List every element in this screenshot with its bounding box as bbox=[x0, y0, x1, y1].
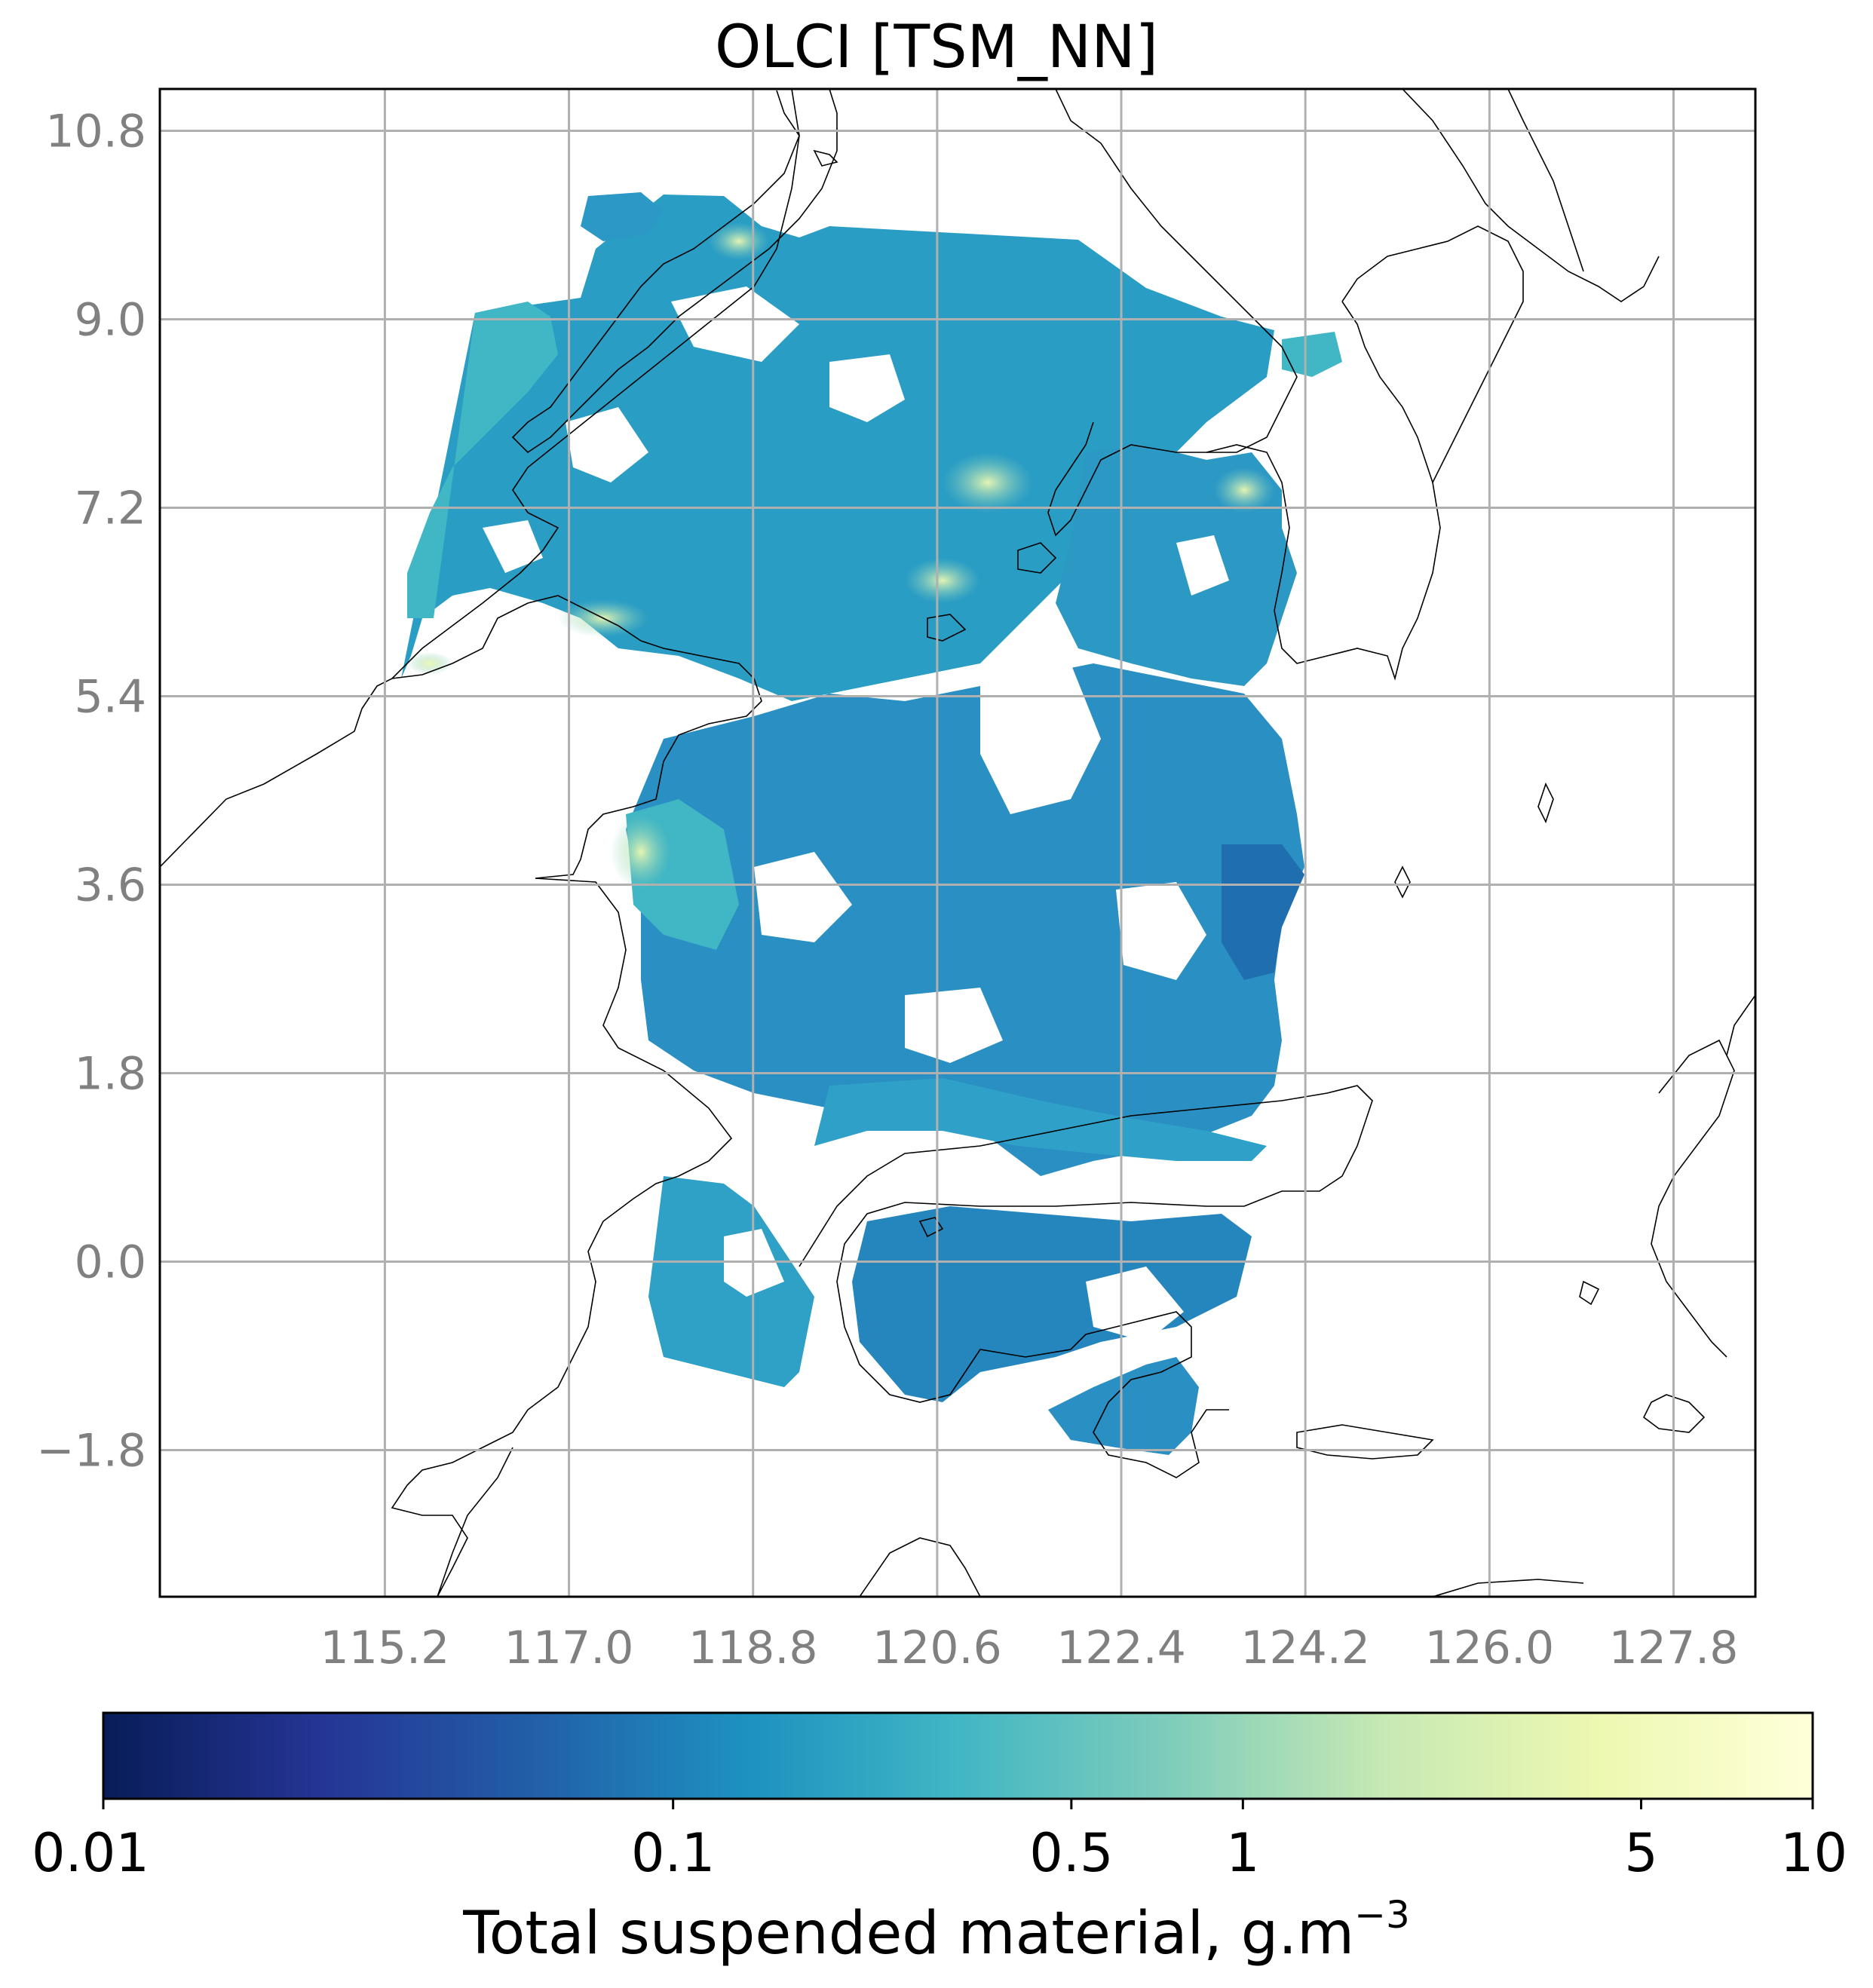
coastlines bbox=[160, 89, 1755, 1597]
x-tick-label: 117.0 bbox=[504, 1622, 634, 1674]
x-tick-label: 126.0 bbox=[1424, 1622, 1554, 1674]
colorbar-tick-label: 1 bbox=[1226, 1822, 1260, 1884]
y-tick-label: 10.8 bbox=[45, 106, 146, 158]
y-tick-label: 9.0 bbox=[75, 294, 146, 347]
x-tick-labels: 115.2 117.0 118.8 120.6 122.4 124.2 126.0 127.8 bbox=[320, 1622, 1739, 1674]
x-tick-label: 122.4 bbox=[1056, 1622, 1186, 1674]
graticule bbox=[160, 89, 1755, 1597]
colorbar-tick-label: 0.1 bbox=[631, 1822, 715, 1884]
colorbar-tick-label: 5 bbox=[1624, 1822, 1658, 1884]
y-tick-label: 7.2 bbox=[75, 482, 146, 535]
colorbar-label-text: Total suspended material, g.m bbox=[463, 1900, 1355, 1968]
colorbar-label: Total suspended material, g.m−3 bbox=[0, 1896, 1873, 1968]
cloud-gaps bbox=[483, 286, 1229, 1342]
y-tick-label: 1.8 bbox=[75, 1048, 146, 1101]
y-tick-labels: 10.8 9.0 7.2 5.4 3.6 1.8 0.0 −1.8 bbox=[36, 106, 146, 1478]
map-area[interactable] bbox=[160, 89, 1755, 1597]
x-tick-label: 127.8 bbox=[1609, 1622, 1739, 1674]
tsm-data-layer bbox=[401, 192, 1342, 1455]
colorbar-label-exponent: −3 bbox=[1354, 1893, 1410, 1937]
y-tick-label: −1.8 bbox=[36, 1425, 146, 1478]
x-tick-label: 118.8 bbox=[688, 1622, 818, 1674]
colorbar: 0.01 0.1 0.5 1 5 10 bbox=[32, 1711, 1847, 1884]
colorbar-tick-label: 0.5 bbox=[1029, 1822, 1113, 1884]
colorbar-tick-label: 0.01 bbox=[32, 1822, 149, 1884]
colorbar-ticks: 0.01 0.1 0.5 1 5 10 bbox=[32, 1799, 1847, 1884]
colorbar-gradient bbox=[102, 1711, 1814, 1800]
x-tick-label: 124.2 bbox=[1240, 1622, 1370, 1674]
y-tick-label: 5.4 bbox=[75, 671, 146, 724]
x-tick-label: 115.2 bbox=[320, 1622, 450, 1674]
x-tick-label: 120.6 bbox=[872, 1622, 1002, 1674]
colorbar-tick-label: 10 bbox=[1780, 1822, 1847, 1884]
y-tick-label: 3.6 bbox=[75, 859, 146, 912]
map-title: OLCI [TSM_NN] bbox=[714, 14, 1159, 81]
y-tick-label: 0.0 bbox=[75, 1236, 146, 1289]
map-frame bbox=[158, 87, 1757, 1598]
